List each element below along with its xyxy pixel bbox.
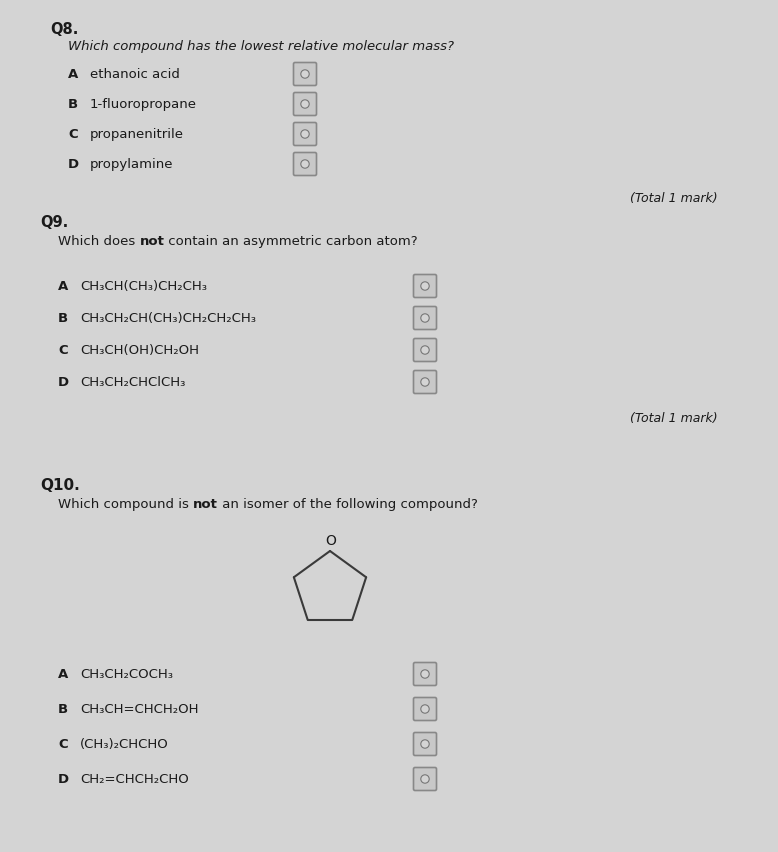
Text: C: C [58, 343, 68, 357]
Text: C: C [58, 737, 68, 750]
Text: D: D [68, 158, 79, 170]
Text: Q10.: Q10. [40, 477, 80, 492]
Circle shape [301, 130, 309, 139]
Text: A: A [58, 279, 68, 292]
Text: an isomer of the following compound?: an isomer of the following compound? [218, 498, 478, 510]
FancyBboxPatch shape [413, 371, 436, 394]
Text: C: C [68, 128, 78, 141]
Text: contain an asymmetric carbon atom?: contain an asymmetric carbon atom? [164, 234, 418, 248]
Circle shape [421, 774, 429, 783]
Text: CH₂=CHCH₂CHO: CH₂=CHCH₂CHO [80, 772, 189, 785]
Circle shape [421, 670, 429, 678]
Circle shape [421, 740, 429, 748]
FancyBboxPatch shape [293, 63, 317, 86]
Text: O: O [325, 533, 336, 547]
FancyBboxPatch shape [413, 733, 436, 756]
Text: CH₃CH₂CHClCH₃: CH₃CH₂CHClCH₃ [80, 376, 185, 389]
Text: A: A [68, 68, 79, 81]
Text: not: not [193, 498, 218, 510]
FancyBboxPatch shape [293, 94, 317, 117]
Text: CH₃CH=CHCH₂OH: CH₃CH=CHCH₂OH [80, 702, 198, 715]
Text: (Total 1 mark): (Total 1 mark) [630, 192, 718, 204]
Text: B: B [68, 98, 78, 111]
FancyBboxPatch shape [413, 307, 436, 330]
Text: CH₃CH(CH₃)CH₂CH₃: CH₃CH(CH₃)CH₂CH₃ [80, 279, 207, 292]
Text: Which compound is: Which compound is [58, 498, 193, 510]
Circle shape [421, 378, 429, 387]
FancyBboxPatch shape [413, 339, 436, 362]
FancyBboxPatch shape [413, 768, 436, 791]
Text: CH₃CH(OH)CH₂OH: CH₃CH(OH)CH₂OH [80, 343, 199, 357]
Text: Which compound has the lowest relative molecular mass?: Which compound has the lowest relative m… [68, 40, 454, 53]
Text: CH₃CH₂COCH₃: CH₃CH₂COCH₃ [80, 667, 173, 680]
FancyBboxPatch shape [413, 698, 436, 721]
Text: not: not [139, 234, 164, 248]
Text: A: A [58, 667, 68, 680]
Circle shape [301, 71, 309, 79]
Text: Which does: Which does [58, 234, 139, 248]
Text: ethanoic acid: ethanoic acid [90, 68, 180, 81]
Circle shape [421, 314, 429, 323]
FancyBboxPatch shape [413, 275, 436, 298]
FancyBboxPatch shape [293, 124, 317, 147]
Circle shape [421, 347, 429, 354]
Text: (Total 1 mark): (Total 1 mark) [630, 412, 718, 424]
Text: Q8.: Q8. [50, 22, 79, 37]
Circle shape [421, 705, 429, 713]
FancyBboxPatch shape [293, 153, 317, 176]
Text: Q9.: Q9. [40, 215, 68, 230]
Text: D: D [58, 772, 69, 785]
FancyBboxPatch shape [413, 663, 436, 686]
Text: 1-fluoropropane: 1-fluoropropane [90, 98, 197, 111]
Circle shape [421, 283, 429, 291]
Text: CH₃CH₂CH(CH₃)CH₂CH₂CH₃: CH₃CH₂CH(CH₃)CH₂CH₂CH₃ [80, 312, 256, 325]
Text: propanenitrile: propanenitrile [90, 128, 184, 141]
Text: D: D [58, 376, 69, 389]
Text: B: B [58, 702, 68, 715]
Circle shape [301, 101, 309, 109]
Text: (CH₃)₂CHCHO: (CH₃)₂CHCHO [80, 737, 169, 750]
Text: B: B [58, 312, 68, 325]
Text: propylamine: propylamine [90, 158, 173, 170]
Circle shape [301, 161, 309, 169]
